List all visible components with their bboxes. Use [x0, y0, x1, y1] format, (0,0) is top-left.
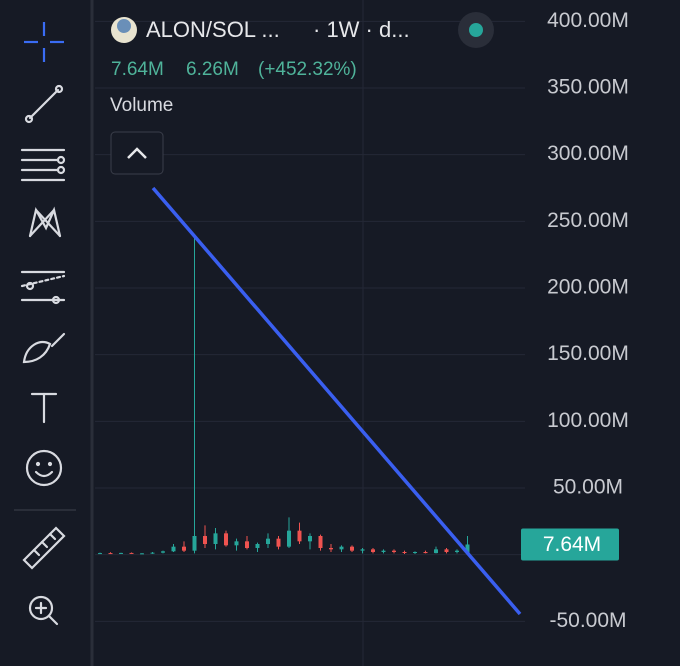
y-tick-label: 350.00M	[547, 76, 629, 99]
zoom-tool[interactable]	[28, 595, 59, 626]
candle-body	[98, 553, 102, 555]
prediction-tool[interactable]	[20, 270, 66, 305]
collapse-icon	[127, 147, 147, 159]
candle-body	[392, 550, 396, 552]
collapse-button[interactable]	[110, 131, 164, 175]
candle-body	[140, 553, 144, 555]
candle-body	[161, 551, 165, 553]
candle-body	[119, 552, 123, 554]
y-tick-label: 150.00M	[547, 342, 629, 365]
symbol: ALON/SOL ...	[146, 17, 280, 42]
candle-body	[234, 541, 239, 546]
candle-body	[297, 530, 302, 542]
candle-body	[339, 546, 344, 550]
candle-body	[350, 546, 354, 551]
y-tick-label: 400.00M	[547, 9, 629, 32]
ruler-tool[interactable]	[22, 526, 66, 570]
candle-body	[371, 549, 375, 552]
text-tool[interactable]	[30, 392, 58, 424]
y-tick-label: 200.00M	[547, 276, 629, 299]
candle-body	[192, 536, 197, 551]
y-tick-label: 100.00M	[547, 409, 629, 432]
candle-body	[203, 536, 207, 544]
pattern-tool[interactable]	[28, 206, 62, 238]
candle-body	[266, 538, 270, 544]
change: 6.26M	[186, 59, 239, 80]
candle-body	[129, 552, 134, 554]
price-tag-label: 7.64M	[543, 533, 601, 556]
status-dot	[469, 23, 483, 37]
price-tag	[521, 528, 619, 561]
plot	[98, 234, 470, 555]
toolbar	[14, 0, 94, 666]
candle-body	[213, 533, 218, 544]
candle-body	[381, 550, 386, 552]
emoji-tool[interactable]	[25, 449, 63, 487]
candle-body	[150, 552, 155, 554]
candle-body	[182, 546, 186, 551]
y-tick-label: 300.00M	[547, 142, 629, 165]
y-tick-label: 50.00M	[553, 476, 623, 499]
candle-body	[423, 552, 428, 554]
candle-body	[276, 538, 281, 547]
candle-body	[108, 553, 113, 555]
grid	[95, 0, 525, 666]
candle-body	[465, 544, 470, 553]
y-tick-label: 250.00M	[547, 209, 629, 232]
candle-body	[434, 549, 438, 554]
crosshair-tool[interactable]	[24, 22, 64, 62]
legend: ALON/SOL ... · 1W · d... 7.64M 6.26M (+4…	[110, 12, 494, 175]
last-value: 7.64M	[111, 59, 164, 80]
candle-body	[308, 536, 312, 542]
candle-body	[444, 549, 449, 552]
interval: · 1W · d...	[313, 17, 410, 42]
trend-line-drawing[interactable]	[151, 186, 522, 616]
candle-body	[329, 548, 333, 550]
trendline-tool[interactable]	[24, 84, 64, 124]
change-percent: (+452.32%)	[258, 59, 357, 80]
candle-body	[413, 552, 417, 553]
candle-body	[287, 530, 291, 547]
candle-body	[455, 550, 459, 552]
symbol-avatar-face	[117, 19, 131, 33]
candle-body	[224, 533, 228, 546]
candle-body	[171, 546, 176, 552]
fib-tool[interactable]	[20, 148, 66, 182]
candle-body	[360, 549, 365, 551]
candle-body	[402, 552, 407, 553]
candle-body	[255, 544, 260, 548]
y-axis: 400.00M 350.00M 300.00M 250.00M 200.00M 150.0…	[521, 9, 629, 632]
candle-body	[318, 536, 323, 548]
y-tick-label: -50.00M	[549, 609, 626, 632]
pane-label: Volume	[110, 95, 173, 116]
candle-body	[245, 541, 249, 548]
brush-tool[interactable]	[22, 332, 66, 364]
